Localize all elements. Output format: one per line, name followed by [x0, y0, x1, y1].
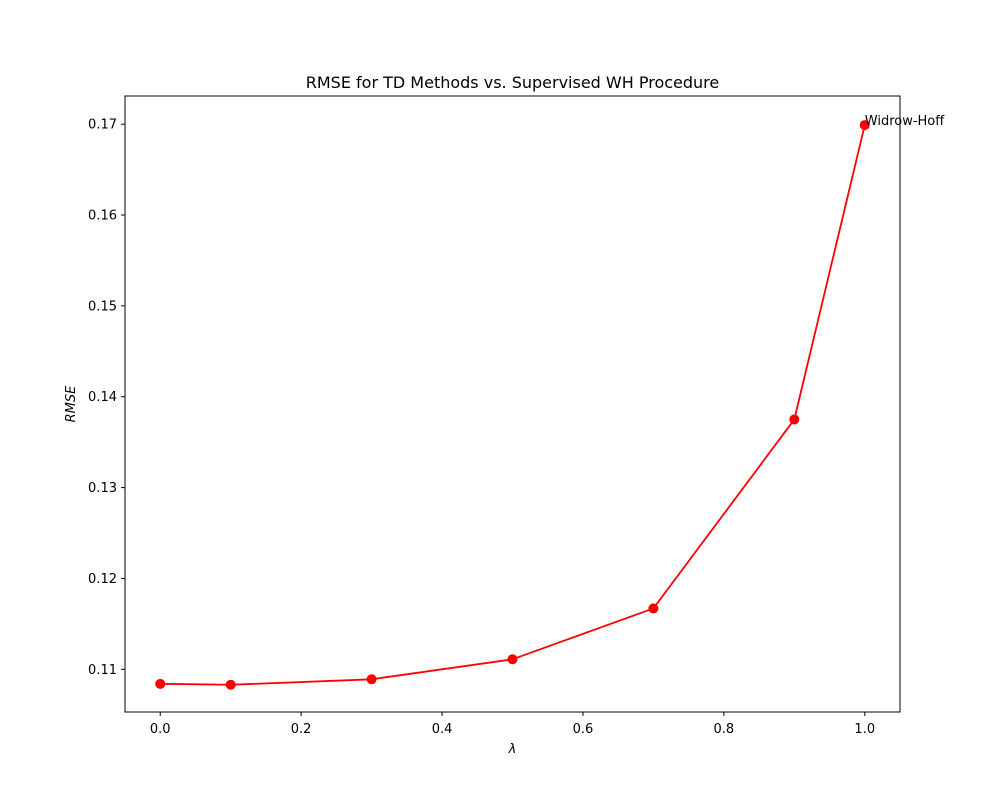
- series-line: [160, 124, 866, 686]
- y-tick-label: 0.13: [88, 481, 117, 496]
- x-axis-label: λ: [508, 742, 517, 757]
- data-point: [225, 679, 236, 690]
- data-point: [789, 414, 800, 425]
- data-point: [507, 654, 518, 665]
- annotation-layer: Widrow-Hoff: [865, 114, 945, 129]
- plot-area-frame: [124, 95, 901, 713]
- y-tick-label: 0.14: [88, 390, 117, 405]
- data-point: [859, 120, 870, 131]
- y-tick-label: 0.16: [88, 209, 117, 224]
- data-point: [648, 603, 659, 614]
- series-layer: [155, 120, 870, 690]
- x-axis-ticks: 0.0 0.2 0.4 0.6 0.8 1.0: [150, 712, 875, 737]
- x-tick-label: 0.2: [291, 722, 312, 737]
- x-tick-label: 0.4: [432, 722, 453, 737]
- x-tick-label: 0.0: [150, 722, 171, 737]
- data-point: [366, 674, 377, 685]
- chart-title: RMSE for TD Methods vs. Supervised WH Pr…: [306, 73, 719, 92]
- y-tick-label: 0.15: [88, 299, 117, 314]
- y-tick-label: 0.12: [88, 572, 117, 587]
- y-tick-label: 0.17: [88, 118, 117, 133]
- data-point: [155, 678, 166, 689]
- x-tick-label: 0.6: [573, 722, 594, 737]
- y-tick-label: 0.11: [88, 663, 117, 678]
- y-axis-label: RMSE: [64, 385, 79, 423]
- annotation-label: Widrow-Hoff: [865, 114, 945, 129]
- x-tick-label: 1.0: [854, 722, 875, 737]
- x-tick-label: 0.8: [714, 722, 735, 737]
- y-axis-ticks: 0.11 0.12 0.13 0.14 0.15 0.16 0.17: [88, 118, 125, 678]
